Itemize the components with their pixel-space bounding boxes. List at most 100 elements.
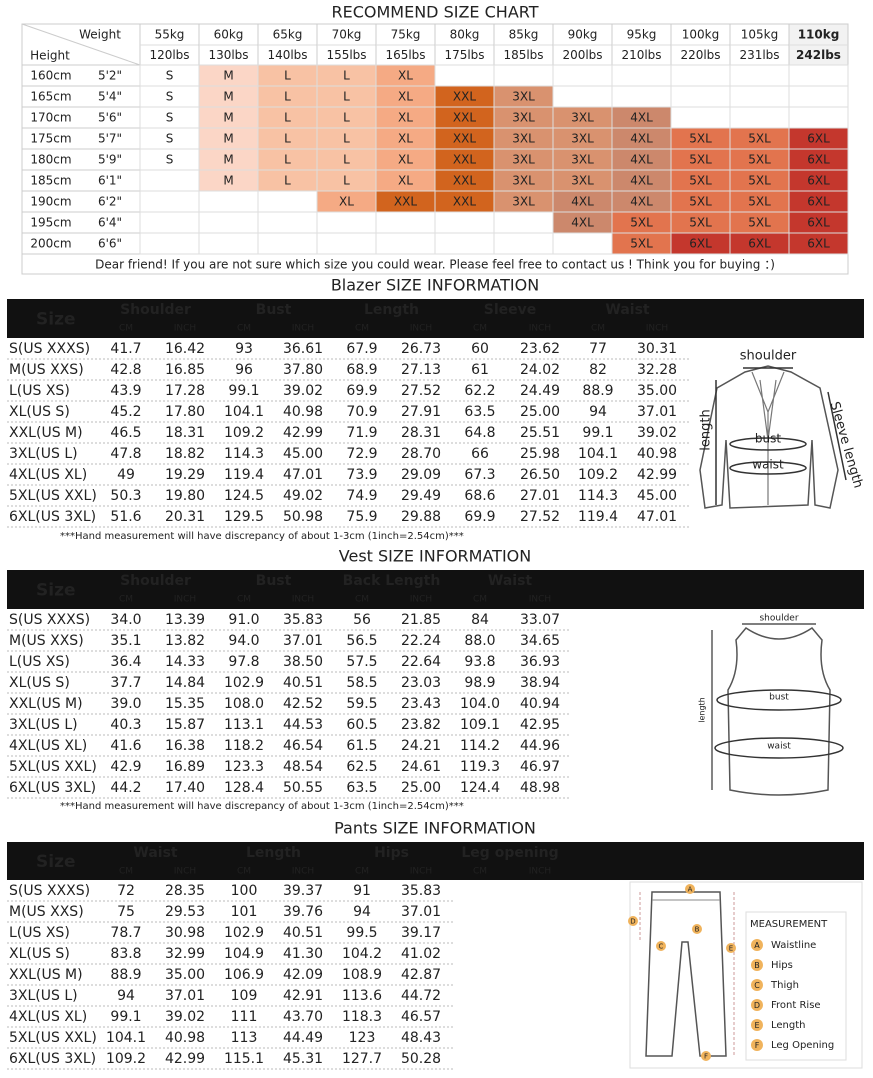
measurement-value: 39.17 <box>401 925 441 941</box>
unit-header: INCH <box>410 867 432 877</box>
measurement-value: 17.80 <box>165 404 205 420</box>
size-value: XL <box>398 69 413 83</box>
size-value: 5XL <box>630 237 653 251</box>
height-ft: 6'6" <box>98 237 122 251</box>
height-ft: 5'6" <box>98 111 122 125</box>
table-header <box>7 842 864 880</box>
measurement-value: 37.01 <box>401 904 441 920</box>
size-value: S <box>166 111 174 125</box>
measurement-value: 119.3 <box>460 759 500 775</box>
measurement-value: 119.4 <box>578 509 618 525</box>
measurement-value: 84 <box>471 612 489 628</box>
measurement-value: 58.5 <box>346 675 377 691</box>
unit-header: INCH <box>529 595 551 605</box>
size-name: 6XL(US 3XL) <box>9 1051 96 1067</box>
size-value: 4XL <box>630 195 653 209</box>
measurement-value: 27.91 <box>401 404 441 420</box>
size-value: L <box>343 90 350 104</box>
legend-letter: D <box>754 1001 760 1010</box>
measurement-value: 45.00 <box>283 446 323 462</box>
size-value: 6XL <box>748 237 771 251</box>
waist-ring <box>729 461 807 475</box>
measurement-value: 44.96 <box>520 738 560 754</box>
size-name: S(US XXXS) <box>9 883 90 899</box>
measurement-value: 83.8 <box>110 946 141 962</box>
unit-header: CM <box>237 867 251 877</box>
measurement-value: 37.01 <box>637 404 677 420</box>
measurement-value: 124.5 <box>224 488 264 504</box>
measurement-value: 123 <box>349 1030 376 1046</box>
column-header: Sleeve <box>484 302 537 318</box>
measurement-value: 24.21 <box>401 738 441 754</box>
measurement-value: 35.00 <box>637 383 677 399</box>
measurement-value: 108.0 <box>224 696 264 712</box>
height-cm: 165cm <box>30 90 71 104</box>
measurement-value: 51.6 <box>110 509 141 525</box>
table-header <box>7 299 864 338</box>
column-header: Shoulder <box>120 573 191 589</box>
bust-ring <box>716 689 842 711</box>
measurement-value: 44.49 <box>283 1030 323 1046</box>
size-value: 3XL <box>512 90 535 104</box>
weight-kg: 95kg <box>627 28 657 42</box>
legend-badge <box>751 959 763 971</box>
measurement-value: 14.33 <box>165 654 205 670</box>
measurement-value: 60.5 <box>346 717 377 733</box>
unit-header: INCH <box>529 324 551 334</box>
size-header: Size <box>36 852 76 872</box>
size-value: XL <box>398 90 413 104</box>
size-value: 3XL <box>571 132 594 146</box>
size-name: XL(US S) <box>9 404 70 420</box>
measurement-value: 39.37 <box>283 883 323 899</box>
size-value: 5XL <box>748 216 771 230</box>
measurement-value: 37.80 <box>283 362 323 378</box>
measurement-value: 88.0 <box>464 633 495 649</box>
size-value: 5XL <box>689 195 712 209</box>
measurement-value: 111 <box>231 1009 258 1025</box>
measurement-value: 114.2 <box>460 738 500 754</box>
unit-header: INCH <box>174 324 196 334</box>
measurement-value: 35.00 <box>165 967 205 983</box>
legend-text: Thigh <box>770 980 799 991</box>
size-value: 3XL <box>512 174 535 188</box>
size-cell <box>375 232 436 255</box>
measurement-value: 45.2 <box>110 404 141 420</box>
size-value: 4XL <box>630 153 653 167</box>
measurement-value: 23.43 <box>401 696 441 712</box>
measurement-value: 42.9 <box>110 759 141 775</box>
measurement-value: 48.98 <box>520 780 560 796</box>
measurement-value: 46.97 <box>520 759 560 775</box>
size-value: 5XL <box>689 174 712 188</box>
size-cell <box>670 85 731 108</box>
measurement-value: 36.4 <box>110 654 141 670</box>
measurement-value: 39.02 <box>283 383 323 399</box>
size-value: XL <box>398 153 413 167</box>
size-value: XXL <box>453 132 476 146</box>
size-header: Size <box>36 581 76 601</box>
size-value: XXL <box>453 174 476 188</box>
size-cell <box>493 64 554 87</box>
size-cell <box>729 64 790 87</box>
size-value: 3XL <box>571 111 594 125</box>
size-cell <box>257 232 318 255</box>
size-name: 6XL(US 3XL) <box>9 509 96 525</box>
header-diagonal <box>21 23 141 66</box>
legend-title: MEASUREMENT <box>750 919 828 930</box>
measurement-value: 119.4 <box>224 467 264 483</box>
height-cm: 180cm <box>30 153 71 167</box>
marker-badge <box>701 1051 711 1061</box>
height-ft: 6'1" <box>98 174 122 188</box>
bust-ring <box>729 437 807 451</box>
measurement-value: 63.5 <box>346 780 377 796</box>
size-value: 3XL <box>512 111 535 125</box>
size-value: 5XL <box>689 153 712 167</box>
measurement-value: 22.24 <box>401 633 441 649</box>
size-value: M <box>223 111 233 125</box>
size-value: 6XL <box>807 216 830 230</box>
measurement-value: 40.98 <box>165 1030 205 1046</box>
measurement-value: 93 <box>235 341 253 357</box>
unit-header: INCH <box>174 595 196 605</box>
size-cell <box>139 169 200 192</box>
measurement-value: 33.07 <box>520 612 560 628</box>
measurement-value: 35.1 <box>110 633 141 649</box>
